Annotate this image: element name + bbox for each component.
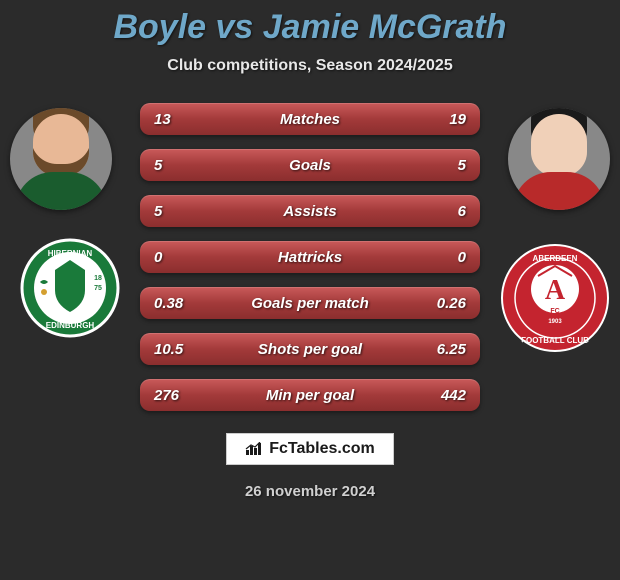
stat-right-value: 6.25 [406,341,466,358]
club-right-badge: A FC 1903 FOOTBALL CLUB ABERDEEN [500,243,610,353]
stat-label: Matches [214,111,406,128]
stat-left-value: 13 [154,111,214,128]
aberdeen-crest-icon: A FC 1903 FOOTBALL CLUB ABERDEEN [500,243,610,353]
stat-left-value: 5 [154,203,214,220]
stat-row: 13 Matches 19 [140,103,480,135]
stat-row: 0.38 Goals per match 0.26 [140,287,480,319]
stat-row: 0 Hattricks 0 [140,241,480,273]
attribution-box: FcTables.com [226,433,394,465]
stat-left-value: 0 [154,249,214,266]
stat-left-value: 0.38 [154,295,214,312]
player-right-photo [508,108,610,210]
stat-row: 5 Goals 5 [140,149,480,181]
date-text: 26 november 2024 [245,483,375,500]
svg-text:75: 75 [94,285,102,292]
title: Boyle vs Jamie McGrath [113,8,506,47]
hibernian-crest-icon: HIBERNIAN EDINBURGH 18 75 [20,238,120,338]
club-left-badge: HIBERNIAN EDINBURGH 18 75 [20,238,120,338]
stat-label: Goals per match [214,295,406,312]
stat-left-value: 10.5 [154,341,214,358]
svg-text:EDINBURGH: EDINBURGH [46,321,95,330]
stat-label: Assists [214,203,406,220]
stat-right-value: 0 [406,249,466,266]
stat-left-value: 5 [154,157,214,174]
svg-text:1903: 1903 [548,319,562,325]
stat-label: Goals [214,157,406,174]
svg-text:HIBERNIAN: HIBERNIAN [48,249,93,258]
bar-chart-icon [245,442,263,456]
player-left-photo [10,108,112,210]
main-area: HIBERNIAN EDINBURGH 18 75 A FC 1903 FOOT… [0,103,620,411]
stat-row: 276 Min per goal 442 [140,379,480,411]
stat-row: 5 Assists 6 [140,195,480,227]
comparison-card: Boyle vs Jamie McGrath Club competitions… [0,0,620,580]
stat-right-value: 0.26 [406,295,466,312]
svg-text:18: 18 [94,275,102,282]
player-right-shoulders [513,172,605,210]
subtitle: Club competitions, Season 2024/2025 [167,57,452,75]
stat-row: 10.5 Shots per goal 6.25 [140,333,480,365]
svg-text:FC: FC [550,308,559,315]
svg-text:ABERDEEN: ABERDEEN [533,254,578,263]
svg-text:A: A [545,275,566,306]
player-right-head [531,114,587,176]
stat-left-value: 276 [154,387,214,404]
stat-label: Hattricks [214,249,406,266]
attribution-text: FcTables.com [269,440,375,458]
stat-right-value: 19 [406,111,466,128]
stat-right-value: 6 [406,203,466,220]
stat-right-value: 5 [406,157,466,174]
stats-list: 13 Matches 19 5 Goals 5 5 Assists 6 0 Ha… [140,103,480,411]
stat-label: Min per goal [214,387,406,404]
svg-text:FOOTBALL CLUB: FOOTBALL CLUB [521,336,589,345]
player-left-head [33,114,89,176]
stat-right-value: 442 [406,387,466,404]
player-left-shoulders [15,172,107,210]
stat-label: Shots per goal [214,341,406,358]
